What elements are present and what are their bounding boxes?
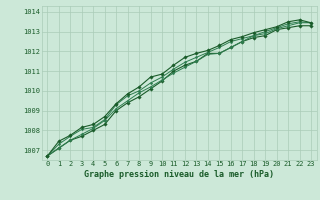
X-axis label: Graphe pression niveau de la mer (hPa): Graphe pression niveau de la mer (hPa) [84,170,274,179]
